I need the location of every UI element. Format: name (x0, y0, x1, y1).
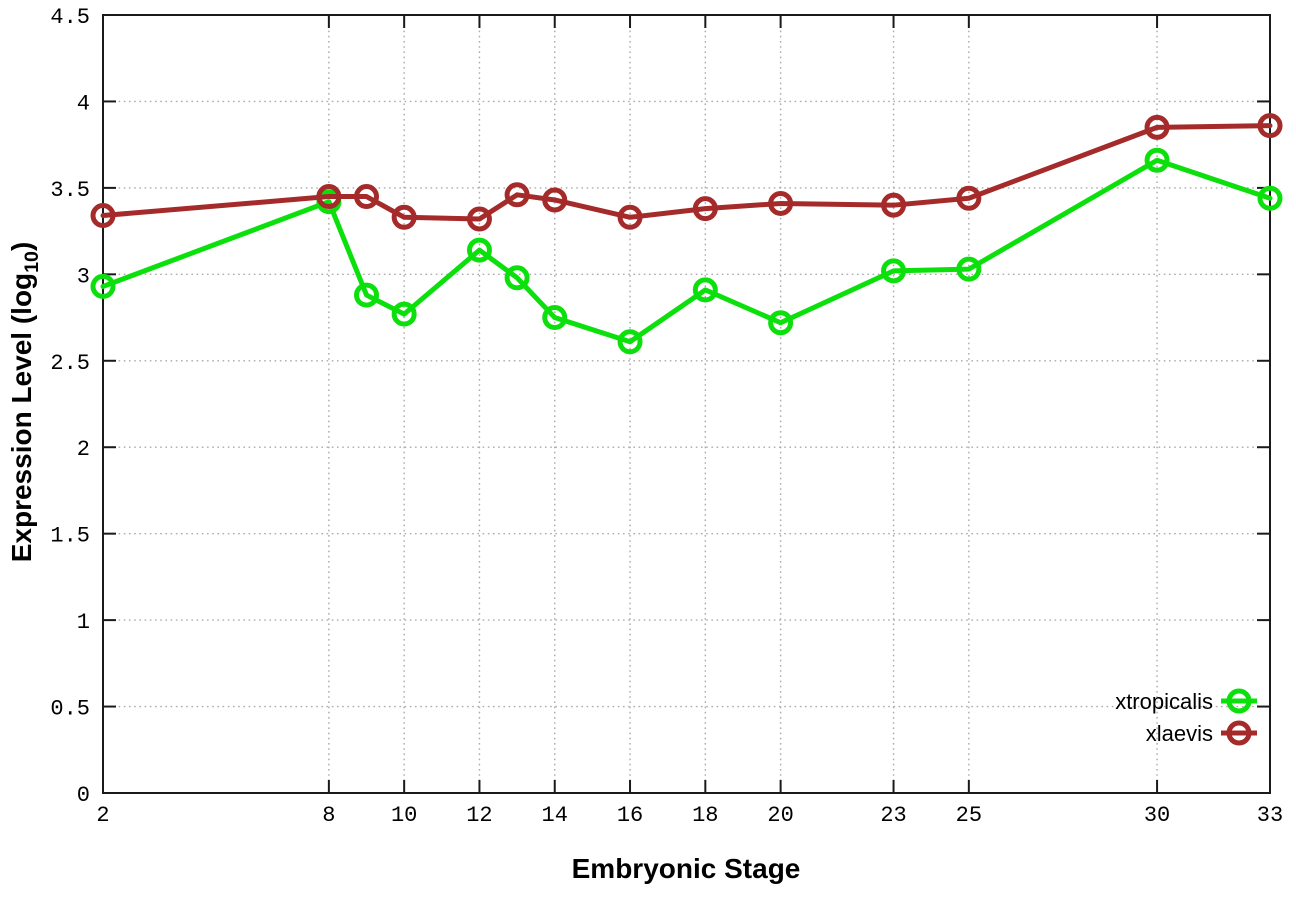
y-axis-title: Expression Level (log10) (6, 242, 44, 563)
y-tick-label: 2 (77, 437, 90, 462)
y-tick-label: 3.5 (50, 178, 90, 203)
x-axis-title: Embryonic Stage (571, 853, 801, 884)
x-tick-label: 16 (617, 803, 643, 828)
marker-xlaevis (354, 184, 380, 210)
marker-xtropicalis (617, 329, 643, 355)
marker-xlaevis (1144, 114, 1170, 140)
marker-xtropicalis (90, 273, 116, 299)
marker-xtropicalis (504, 265, 530, 291)
y-tick-label: 4 (77, 91, 90, 116)
x-tick-label: 8 (322, 803, 335, 828)
x-tick-label: 30 (1144, 803, 1170, 828)
y-tick-label: 3 (77, 264, 90, 289)
y-tick-label: 2.5 (50, 351, 90, 376)
x-tick-label: 18 (692, 803, 718, 828)
x-tick-label: 10 (391, 803, 417, 828)
marker-xlaevis (504, 182, 530, 208)
y-tick-label: 1 (77, 610, 90, 635)
y-axis-title-suffix: ) (6, 241, 38, 252)
x-tick-label: 33 (1257, 803, 1283, 828)
x-tick-label: 2 (96, 803, 109, 828)
x-tick-label: 25 (956, 803, 982, 828)
marker-xtropicalis (881, 258, 907, 284)
y-tick-label: 4.5 (50, 5, 90, 30)
marker-xlaevis (881, 192, 907, 218)
marker-xlaevis (466, 206, 492, 232)
legend-label-xtropicalis: xtropicalis (1115, 689, 1213, 714)
legend-marker-xlaevis (1226, 720, 1252, 746)
y-axis-title-text: Expression Level (log (6, 272, 38, 563)
marker-xtropicalis (768, 310, 794, 336)
marker-xtropicalis (1144, 147, 1170, 173)
marker-xlaevis (1257, 113, 1283, 139)
marker-xlaevis (768, 190, 794, 216)
marker-xtropicalis (354, 282, 380, 308)
plot-border (102, 14, 1271, 794)
marker-xlaevis (617, 204, 643, 230)
y-tick-label: 0 (77, 783, 90, 808)
marker-xtropicalis (692, 277, 718, 303)
marker-xlaevis (391, 204, 417, 230)
y-axis-title-subscript: 10 (20, 251, 43, 273)
marker-xtropicalis (542, 305, 568, 331)
marker-xtropicalis (1257, 185, 1283, 211)
marker-xlaevis (542, 187, 568, 213)
marker-xtropicalis (466, 237, 492, 263)
y-tick-label: 0.5 (50, 697, 90, 722)
marker-xtropicalis (391, 301, 417, 327)
marker-xlaevis (692, 196, 718, 222)
series-line-xlaevis (100, 123, 1273, 222)
series-line-xtropicalis (100, 157, 1273, 345)
marker-xtropicalis (956, 256, 982, 282)
marker-xlaevis (956, 185, 982, 211)
legend-label-xlaevis: xlaevis (1146, 721, 1213, 746)
legend-marker-xtropicalis (1226, 688, 1252, 714)
y-tick-label: 1.5 (50, 524, 90, 549)
x-tick-label: 14 (542, 803, 568, 828)
x-tick-label: 20 (767, 803, 793, 828)
x-tick-label: 12 (466, 803, 492, 828)
marker-xlaevis (316, 184, 342, 210)
x-tick-label: 23 (880, 803, 906, 828)
marker-xlaevis (90, 203, 116, 229)
